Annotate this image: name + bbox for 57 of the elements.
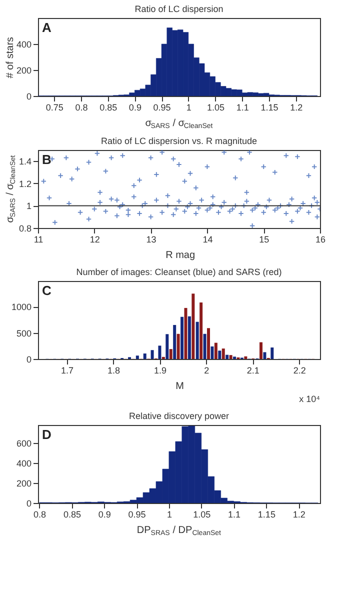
y-tick-label: 0 (26, 92, 32, 102)
y-tick-label: 0 (26, 354, 32, 364)
x-tick-label: 0.85 (100, 102, 118, 112)
y-tick-label: 1.4 (18, 156, 32, 167)
y-tick-label: 1000 (11, 302, 32, 312)
chart-title: Ratio of LC dispersion (134, 4, 224, 14)
annotation: D (42, 427, 52, 442)
x-tick-label: 13 (146, 234, 156, 244)
x-tick-label: 12 (90, 234, 100, 244)
x-tick-label: 1.7 (61, 366, 74, 376)
y-tick-label: 0 (26, 498, 32, 508)
x-tick-label: 0.8 (34, 510, 46, 520)
x-tick-label: 1.1 (228, 510, 241, 520)
x-tick-label: 1.05 (206, 102, 225, 112)
x-tick-label: 1.8 (108, 366, 120, 376)
y-tick-label: 1.2 (18, 178, 32, 189)
x-tick-label: 16 (315, 234, 326, 244)
x-axis-title: M (176, 381, 184, 392)
x-tick-label: 1 (186, 102, 192, 112)
x-tick-label: 0.9 (98, 510, 111, 520)
y-tick-label: 0.8 (18, 224, 32, 234)
x-tick-label: 2 (204, 366, 210, 376)
annotation: C (42, 283, 52, 298)
y-axis-title: # of stars (5, 36, 16, 78)
y-tick-label: 200 (16, 478, 32, 488)
x-tick-label: 2.2 (293, 366, 306, 376)
x-tick-label: 0.9 (128, 102, 142, 112)
x-tick-label: 1.2 (290, 102, 303, 112)
x-tick-label: 1.2 (292, 510, 306, 520)
x-tick-label: 0.95 (128, 510, 146, 520)
x-axis-title: R mag (166, 250, 196, 261)
x-tick-label: 11 (34, 234, 44, 244)
x-tick-label: 0.75 (46, 102, 64, 112)
x-tick-label: 0.8 (75, 102, 88, 112)
chart-title: Relative discovery power (128, 411, 230, 421)
x-tick-label: 2.1 (246, 366, 260, 376)
y-tick-label: 400 (16, 40, 32, 50)
x-tick-label: 1 (166, 510, 172, 520)
y-tick-label: 600 (16, 438, 32, 448)
x-tick-label: 14 (202, 234, 213, 244)
y-tick-label: 400 (16, 458, 32, 468)
x-tick-label: 1.15 (260, 102, 278, 112)
x-tick-label: 0.95 (153, 102, 171, 112)
y-tick-label: 200 (16, 66, 32, 76)
x-tick-label: 1.05 (193, 510, 211, 520)
x-tick-label: 1.15 (258, 510, 276, 520)
annotation: B (42, 152, 52, 167)
chart-title: Ratio of LC dispersion vs. R magnitude (100, 136, 258, 146)
y-tick-label: 1 (26, 201, 32, 212)
x-tick-label: 1.9 (154, 366, 166, 376)
annotation: A (42, 20, 52, 35)
x-tick-label: 15 (259, 234, 270, 244)
x-tick-label: 1.1 (236, 102, 249, 112)
y-tick-label: 500 (16, 328, 32, 338)
x-tick-label: 0.85 (63, 510, 81, 520)
text: x 10⁴ (299, 394, 320, 404)
chart-title: Number of images: Cleanset (blue) and SARS (red) (76, 267, 282, 277)
